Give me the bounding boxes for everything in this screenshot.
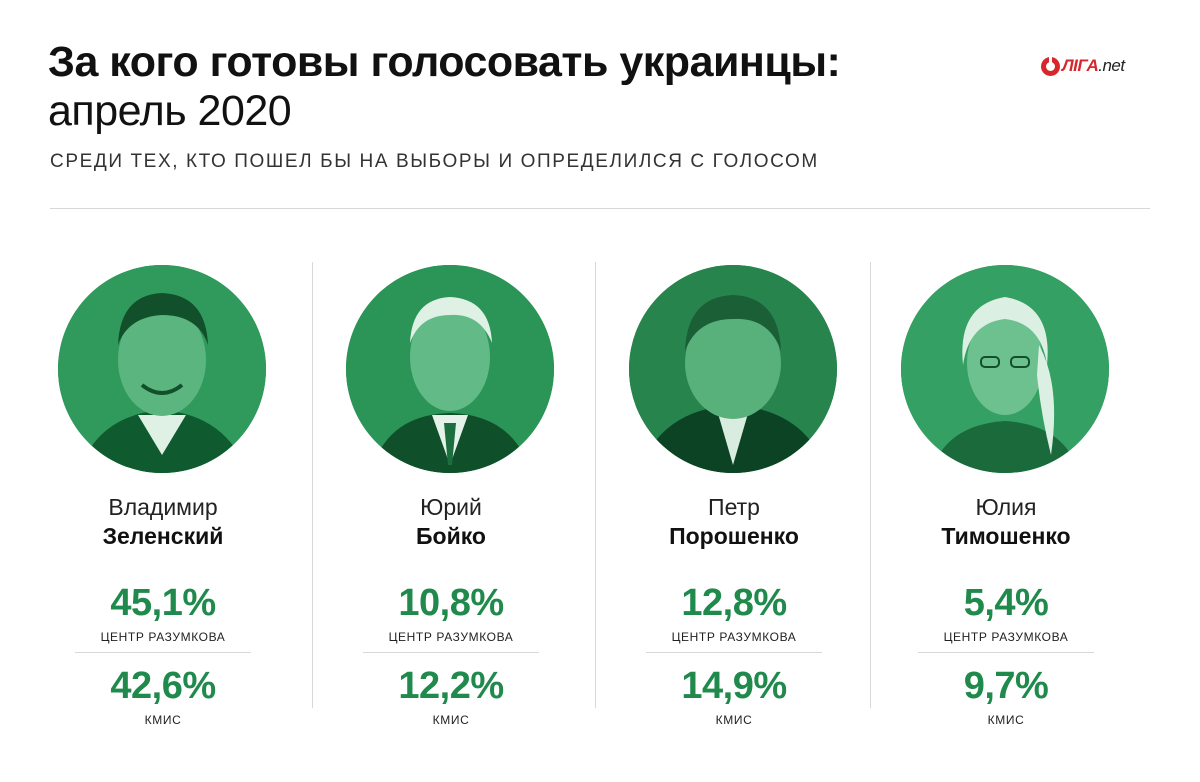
column-divider [595, 262, 596, 708]
candidate-photo [901, 265, 1109, 473]
portrait-photo [346, 265, 554, 473]
candidate-last-name: Бойко [416, 523, 486, 549]
poll-value-razumkov: 45,1% [110, 582, 216, 624]
candidate-card-poroshenko: Петр Порошенко 12,8% ЦЕНТР РАЗУМКОВА 14,… [614, 262, 854, 732]
portrait-photo [629, 265, 837, 473]
liga-logo-icon [1041, 56, 1060, 76]
poll-source-razumkov: ЦЕНТР РАЗУМКОВА [943, 630, 1069, 644]
column-divider [312, 262, 313, 708]
poll-value-razumkov: 12,8% [681, 582, 787, 624]
portrait-photo [58, 265, 266, 473]
poll-divider [646, 652, 822, 653]
poll-source-kmis: КМИС [987, 713, 1025, 727]
page-title: За кого готовы голосовать украинцы: апре… [48, 38, 948, 136]
candidate-first-name: Юлия [975, 494, 1037, 520]
poll-divider [918, 652, 1094, 653]
liga-net-logo[interactable]: ЛIГА.net [1041, 51, 1125, 81]
column-divider [870, 262, 871, 708]
candidate-photo [629, 265, 837, 473]
poll-source-kmis: КМИС [432, 713, 470, 727]
header-divider [50, 208, 1150, 209]
candidate-first-name: Владимир [108, 494, 218, 520]
candidate-last-name: Зеленский [102, 523, 224, 549]
poll-source-razumkov: ЦЕНТР РАЗУМКОВА [388, 630, 514, 644]
page-subtitle: СРЕДИ ТЕХ, КТО ПОШЕЛ БЫ НА ВЫБОРЫ И ОПРЕ… [50, 151, 819, 172]
poll-value-kmis: 9,7% [963, 665, 1049, 707]
title-bold: За кого готовы голосовать украинцы: [48, 38, 841, 86]
logo-suffix: .net [1098, 56, 1125, 75]
title-date: апрель 2020 [48, 87, 292, 135]
candidate-last-name: Порошенко [669, 523, 799, 549]
portrait-photo [901, 265, 1109, 473]
candidate-first-name: Юрий [420, 494, 482, 520]
logo-text: ЛIГА.net [1062, 56, 1125, 76]
logo-brand: ЛIГА [1062, 56, 1099, 75]
poll-value-kmis: 14,9% [681, 665, 787, 707]
candidate-card-boyko: Юрий Бойко 10,8% ЦЕНТР РАЗУМКОВА 12,2% К… [331, 262, 571, 732]
poll-value-razumkov: 10,8% [398, 582, 504, 624]
poll-source-kmis: КМИС [715, 713, 753, 727]
candidate-last-name: Тимошенко [941, 523, 1071, 549]
candidate-first-name: Петр [708, 494, 760, 520]
poll-source-razumkov: ЦЕНТР РАЗУМКОВА [100, 630, 226, 644]
candidate-card-tymoshenko: Юлия Тимошенко 5,4% ЦЕНТР РАЗУМКОВА 9,7%… [886, 262, 1126, 732]
poll-divider [75, 652, 251, 653]
poll-source-razumkov: ЦЕНТР РАЗУМКОВА [671, 630, 797, 644]
poll-source-kmis: КМИС [144, 713, 182, 727]
poll-value-kmis: 42,6% [110, 665, 216, 707]
poll-value-razumkov: 5,4% [963, 582, 1049, 624]
candidate-photo [346, 265, 554, 473]
candidate-photo [58, 265, 266, 473]
poll-divider [363, 652, 539, 653]
poll-value-kmis: 12,2% [398, 665, 504, 707]
candidate-card-zelensky: Владимир Зеленский 45,1% ЦЕНТР РАЗУМКОВА… [43, 262, 283, 732]
